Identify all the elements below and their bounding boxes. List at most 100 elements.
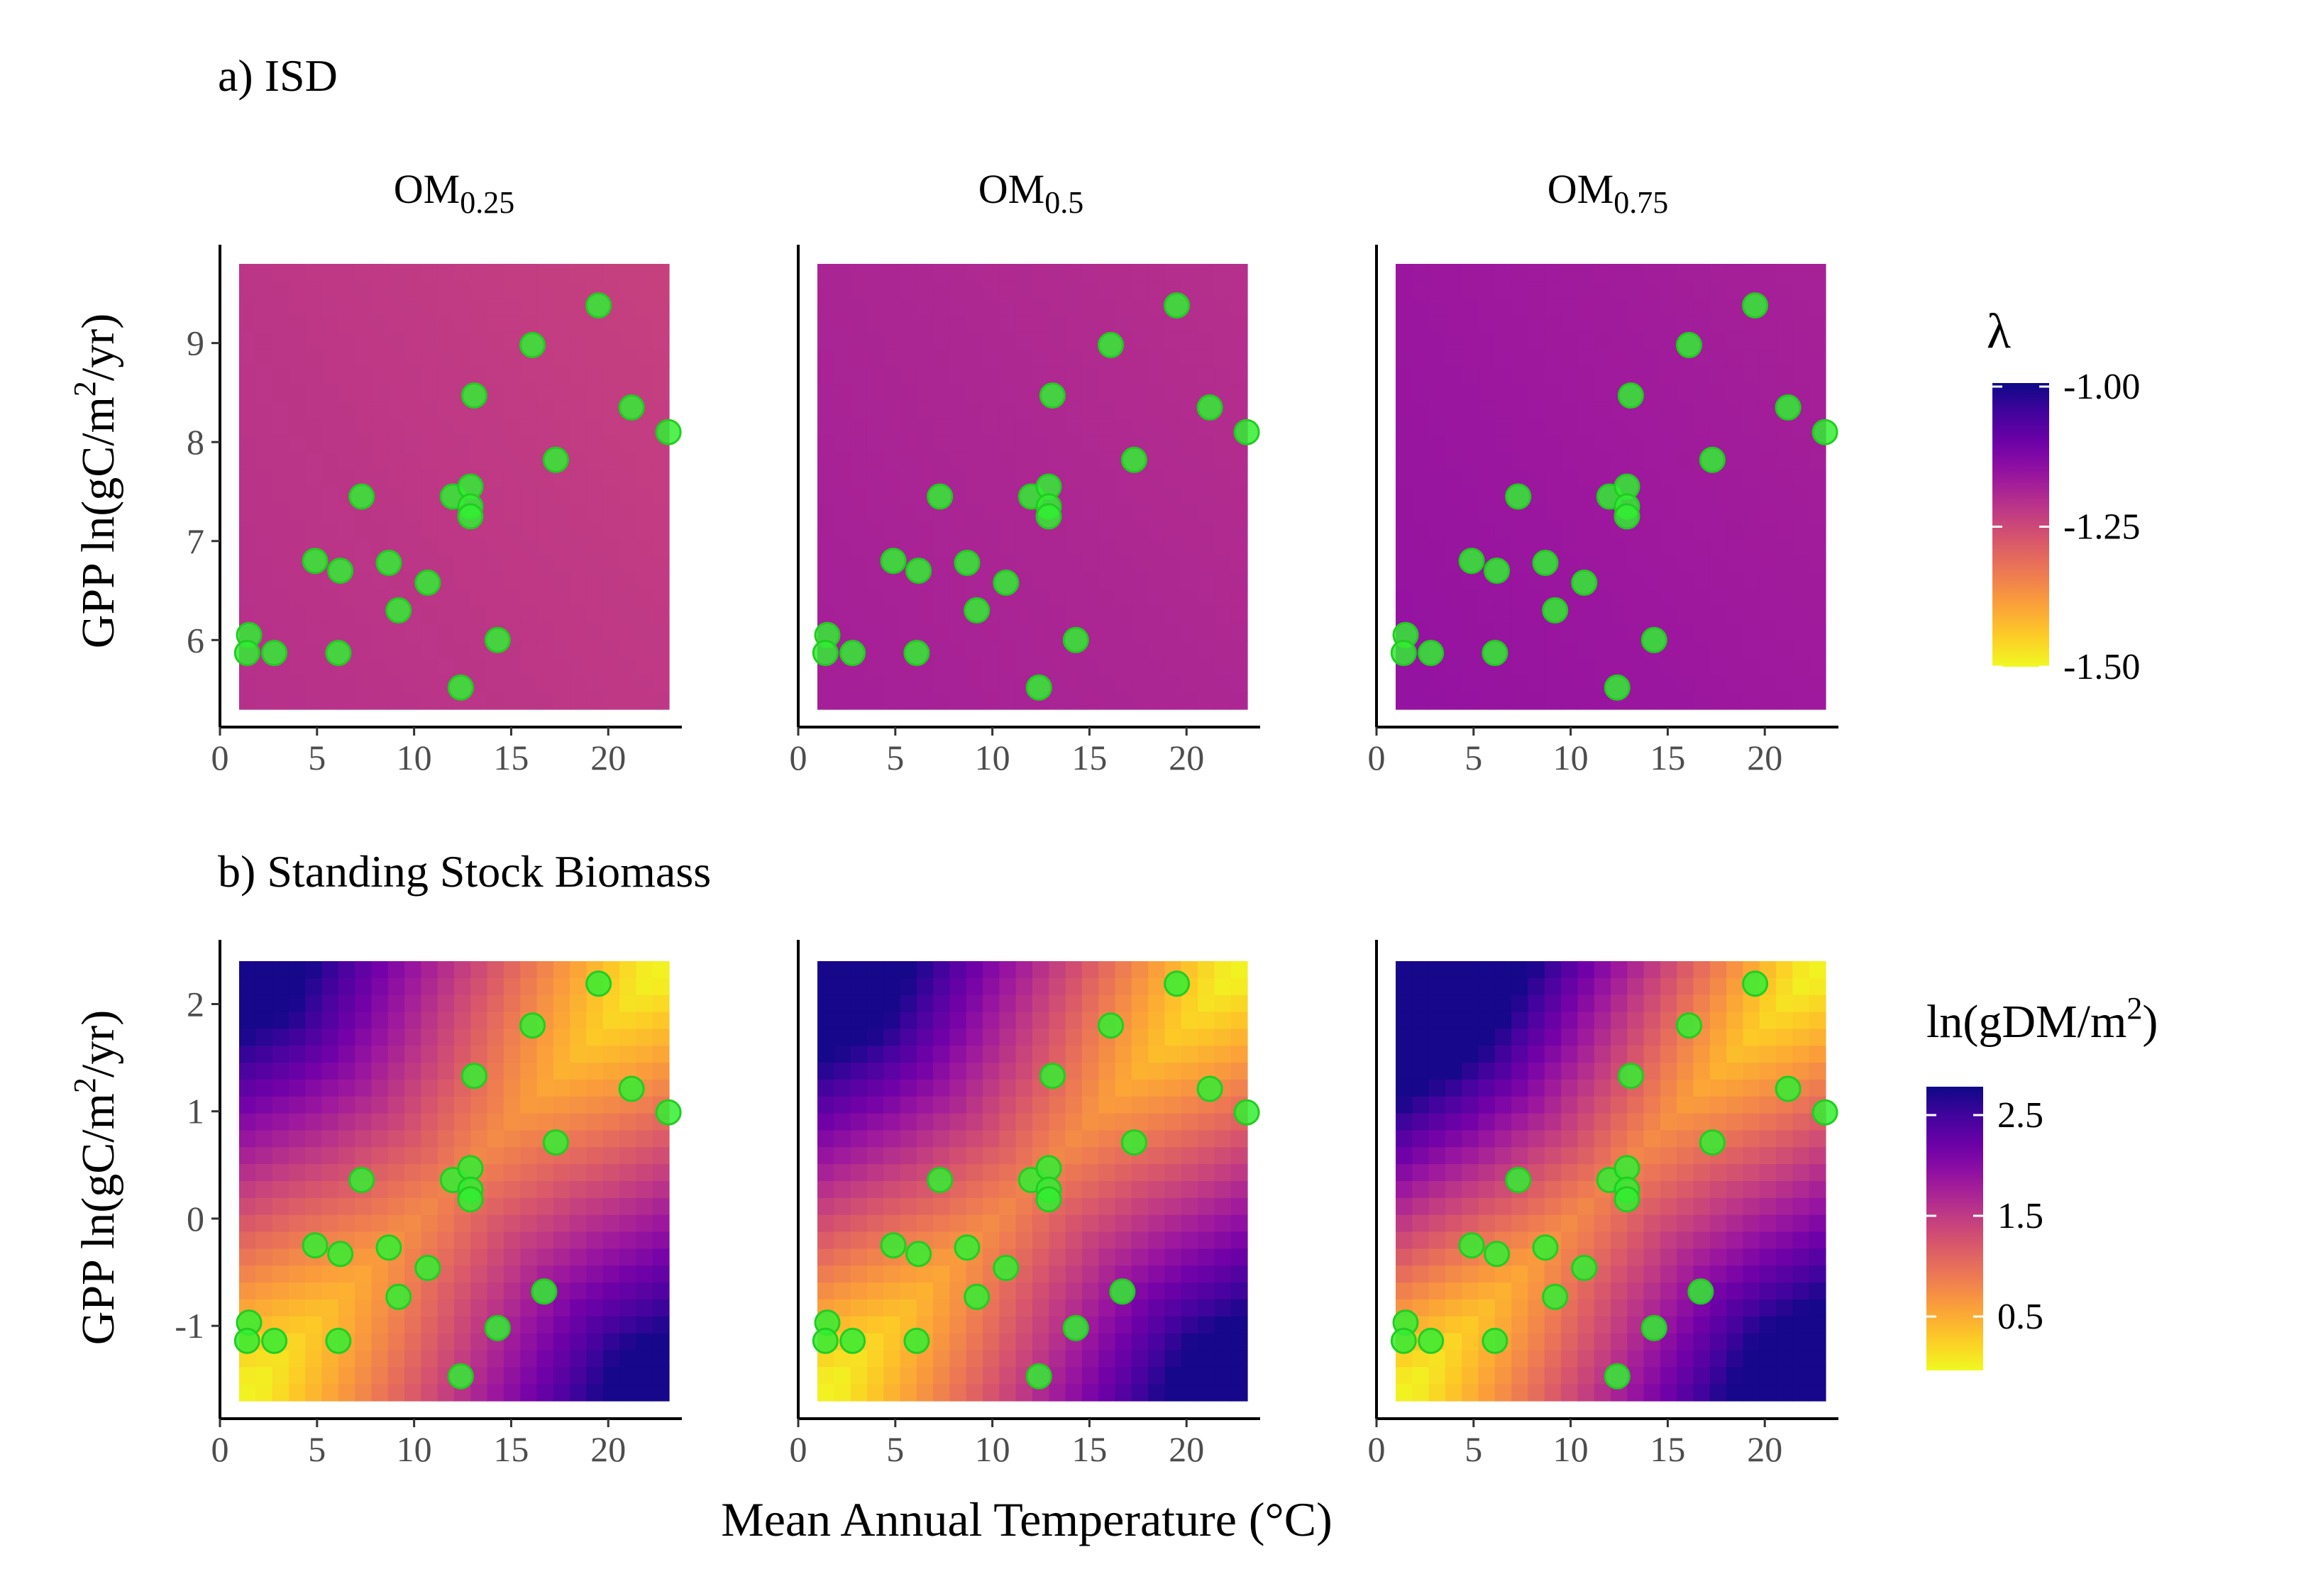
heatmap-tile [288, 606, 306, 624]
heatmap-tile [1015, 692, 1033, 710]
heatmap-tile [1428, 589, 1446, 607]
heatmap-tile [817, 298, 834, 316]
x-tick-label: 15 [1650, 1429, 1685, 1469]
heatmap-tile [933, 994, 951, 1013]
heatmap-tile [1478, 315, 1496, 333]
heatmap-tile [355, 961, 373, 979]
heatmap-tile [966, 1130, 983, 1148]
heatmap-tile [305, 692, 323, 710]
heatmap-tile [454, 452, 471, 470]
heatmap-tile [636, 675, 653, 693]
heatmap-tile [255, 1147, 273, 1165]
heatmap-tile [1743, 1096, 1760, 1114]
heatmap-tile [1065, 1029, 1083, 1046]
heatmap-tile [1412, 1350, 1430, 1368]
heatmap-tile [1412, 1299, 1430, 1317]
heatmap-tile [1643, 555, 1661, 573]
heatmap-tile [387, 1130, 405, 1148]
heatmap-tile [586, 1079, 604, 1097]
heatmap-tile [338, 366, 355, 384]
heatmap-tile [883, 1012, 901, 1029]
heatmap-tile [1445, 264, 1462, 282]
heatmap-tile [1611, 315, 1628, 333]
heatmap-tile [983, 1096, 1000, 1114]
heatmap-tile [1759, 1265, 1777, 1283]
heatmap-tile [321, 692, 339, 710]
heatmap-tile [1809, 624, 1826, 641]
heatmap-tile [1164, 1029, 1182, 1046]
heatmap-tile [1660, 1384, 1677, 1402]
heatmap-tile [1792, 641, 1810, 659]
heatmap-tile [1214, 1181, 1232, 1199]
heatmap-tile [321, 1367, 339, 1385]
heatmap-tile [1230, 1147, 1248, 1165]
heatmap-tile [1131, 521, 1149, 539]
heatmap-tile [999, 332, 1017, 350]
heatmap-tile [602, 538, 620, 556]
heatmap-tile [305, 1029, 323, 1046]
heatmap-tile [1561, 692, 1578, 710]
heatmap-tile [850, 1113, 868, 1131]
heatmap-tile [239, 1265, 256, 1283]
heatmap-tile [1792, 961, 1810, 979]
heatmap-tile [834, 1113, 851, 1131]
heatmap-tile [1809, 589, 1826, 607]
heatmap-tile [470, 1130, 488, 1148]
heatmap-tile [1693, 1350, 1711, 1368]
heatmap-tile [1726, 1384, 1744, 1402]
heatmap-tile [1809, 538, 1826, 556]
heatmap-tile [1049, 675, 1066, 693]
heatmap-tile [983, 298, 1000, 316]
heatmap-tile [619, 349, 636, 367]
heatmap-tile [1726, 1367, 1744, 1385]
heatmap-tile [1462, 1063, 1479, 1080]
x-tick-label: 20 [1747, 1429, 1782, 1469]
heatmap-tile [1528, 366, 1545, 384]
heatmap-tile [1131, 1367, 1149, 1385]
heatmap-tile [619, 641, 636, 659]
heatmap-tile [305, 1046, 323, 1063]
heatmap-tile [850, 692, 868, 710]
heatmap-tile [1098, 418, 1116, 436]
heatmap-tile [916, 1384, 934, 1402]
heatmap-tile [338, 961, 355, 979]
heatmap-tile [1181, 1265, 1198, 1283]
heatmap-tile [536, 1333, 554, 1351]
heatmap-tile [1428, 1181, 1446, 1199]
heatmap-tile [1627, 349, 1645, 367]
heatmap-tile [470, 1214, 488, 1233]
heatmap-tile [1412, 1147, 1430, 1165]
heatmap-tile [983, 658, 1000, 676]
heatmap-tile [1032, 332, 1049, 350]
heatmap-tile [570, 1333, 587, 1351]
heatmap-tile [487, 401, 504, 419]
heatmap-tile [966, 452, 983, 470]
heatmap-tile [817, 1164, 834, 1182]
heatmap-tile [949, 658, 967, 676]
heatmap-tile [1214, 1231, 1232, 1249]
heatmap-tile [1743, 1384, 1760, 1402]
data-point [1775, 394, 1802, 421]
heatmap-tile [487, 1063, 504, 1080]
heatmap-tile [999, 487, 1017, 504]
heatmap-tile [1544, 692, 1562, 710]
heatmap-tile [834, 521, 851, 539]
heatmap-tile [619, 1113, 636, 1131]
heatmap-tile [1412, 1384, 1430, 1402]
heatmap-tile [570, 1214, 587, 1233]
heatmap-tile [536, 1046, 554, 1063]
heatmap-tile [602, 1231, 620, 1249]
heatmap-tile [503, 521, 521, 539]
heatmap-tile [1792, 1164, 1810, 1182]
heatmap-tile [1561, 1231, 1578, 1249]
heatmap-tile [1528, 1012, 1545, 1029]
heatmap-tile [817, 521, 834, 539]
data-point [531, 1278, 558, 1305]
heatmap-tile [1230, 469, 1248, 487]
heatmap-tile [850, 401, 868, 419]
heatmap-tile [255, 1282, 273, 1300]
heatmap-tile [817, 1350, 834, 1368]
heatmap-tile [1065, 315, 1083, 333]
heatmap-tile [305, 487, 323, 504]
heatmap-tile [437, 1063, 455, 1080]
